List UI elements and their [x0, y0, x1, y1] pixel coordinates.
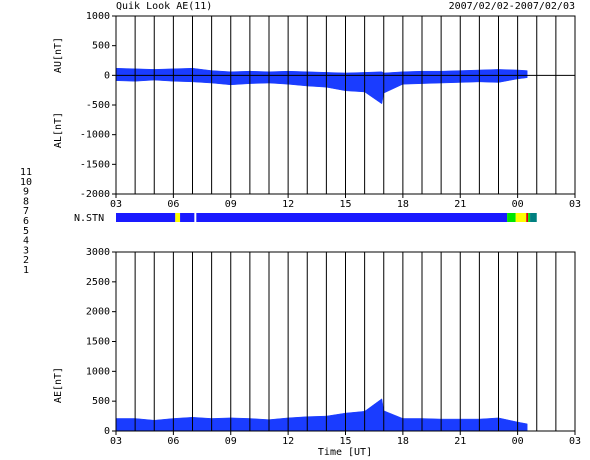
station-segment: [530, 213, 537, 222]
station-segment: [180, 213, 195, 222]
x-tick-label: 03: [110, 436, 122, 447]
date-range: 2007/02/02-2007/02/03: [449, 1, 575, 12]
x-tick-label: 15: [339, 199, 351, 210]
y-tick-label: -1500: [80, 159, 110, 170]
station-segment: [526, 213, 529, 222]
station-segment: [175, 213, 181, 222]
legend-entry: 7: [23, 206, 29, 217]
x-tick-label: 03: [569, 436, 581, 447]
legend-entry: 6: [23, 216, 29, 227]
y-tick-label: 500: [92, 396, 110, 407]
plot-frame: [115, 15, 576, 195]
x-tick-label: 03: [110, 199, 122, 210]
legend-entry: 8: [23, 196, 29, 207]
plot-frame: [115, 251, 576, 432]
y-tick-label: -500: [86, 100, 110, 111]
legend-entry: 1: [23, 265, 29, 276]
y-tick-label: 500: [92, 41, 110, 52]
y-tick-label: 1500: [86, 337, 110, 348]
data-area: [115, 75, 528, 105]
y-tick-label: 1000: [86, 366, 110, 377]
legend-entry: 9: [23, 187, 29, 198]
legend-entry: 3: [23, 245, 29, 256]
x-tick-label: 21: [454, 436, 466, 447]
y-axis-title: AE[nT]: [53, 367, 64, 403]
x-tick-label: 12: [282, 436, 294, 447]
x-tick-label: 09: [225, 199, 237, 210]
x-tick-label: 06: [167, 436, 179, 447]
x-tick-label: 21: [454, 199, 466, 210]
y-tick-label: 0: [104, 426, 110, 437]
legend-entry: 11: [20, 167, 32, 178]
y-tick-label: 1000: [86, 11, 110, 22]
station-segment: [515, 213, 527, 222]
title: Quik Look AE(11): [116, 1, 212, 12]
x-tick-label: 00: [512, 436, 524, 447]
y-tick-label: -2000: [80, 189, 110, 200]
data-area: [115, 67, 528, 76]
y-tick-label: 2500: [86, 277, 110, 288]
y-tick-label: 2000: [86, 307, 110, 318]
legend-entry: 2: [23, 255, 29, 266]
x-tick-label: 03: [569, 199, 581, 210]
station-segment: [194, 213, 197, 222]
x-tick-label: 00: [512, 199, 524, 210]
x-tick-label: 09: [225, 436, 237, 447]
status-label: N.STN: [74, 213, 104, 224]
legend-entry: 4: [23, 236, 29, 247]
station-segment: [528, 213, 531, 222]
y-tick-label: 3000: [86, 247, 110, 258]
station-segment: [196, 213, 508, 222]
station-segment: [116, 213, 176, 222]
x-tick-label: 12: [282, 199, 294, 210]
x-tick-label: 18: [397, 436, 409, 447]
y-tick-label: -1000: [80, 130, 110, 141]
x-tick-label: 18: [397, 199, 409, 210]
y-axis-title: AL[nT]: [53, 112, 64, 148]
station-segment: [507, 213, 516, 222]
x-axis-title: Time [UT]: [318, 447, 372, 458]
legend-entry: 10: [20, 177, 32, 188]
x-tick-label: 06: [167, 199, 179, 210]
x-tick-label: 15: [339, 436, 351, 447]
y-axis-title: AU[nT]: [53, 37, 64, 73]
legend-entry: 5: [23, 226, 29, 237]
y-tick-label: 0: [104, 70, 110, 81]
data-area: [115, 398, 528, 432]
